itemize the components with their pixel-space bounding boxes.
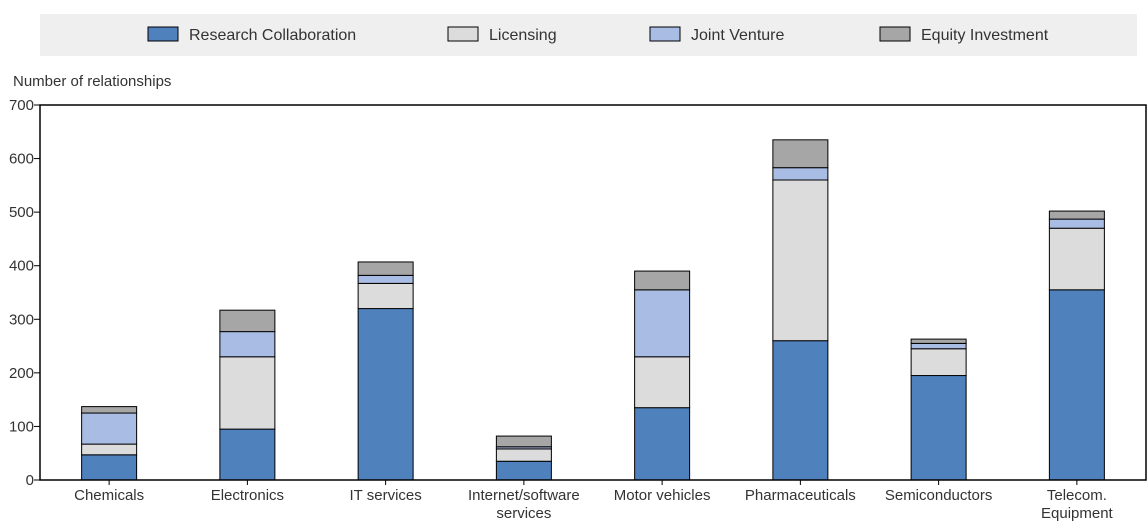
x-tick-label-chemicals: Chemicals <box>74 487 144 504</box>
bar-stack-pharmaceuticals <box>772 139 829 481</box>
bar-it-services-licensing <box>357 282 414 310</box>
legend-swatch-equity-investment <box>879 26 911 42</box>
bar-motor-vehicles-equity-investment <box>634 270 691 291</box>
bars <box>81 139 1105 481</box>
bar-semiconductors-research-collaboration <box>910 375 967 481</box>
bar-telecom-equipment-research-collaboration <box>1048 289 1105 481</box>
bar-it-services-research-collaboration <box>357 308 414 481</box>
bar-semiconductors-joint-venture <box>910 342 967 350</box>
bar-stack-semiconductors <box>910 338 967 481</box>
legend-swatch-research-collaboration <box>147 26 179 42</box>
bar-chemicals-equity-investment <box>81 406 138 414</box>
y-axis-title: Number of relationships <box>13 73 171 90</box>
bar-motor-vehicles-licensing <box>634 356 691 409</box>
x-tick-label-electronics: Electronics <box>211 487 284 504</box>
bar-electronics-equity-investment <box>219 309 276 333</box>
legend-item-equity-investment: Equity Investment <box>879 26 1049 44</box>
y-tick-label-300: 300 <box>9 311 34 328</box>
bar-telecom-equipment-licensing <box>1048 227 1105 291</box>
bar-chemicals-licensing <box>81 443 138 456</box>
bar-internet-software-services-licensing <box>495 448 552 462</box>
legend-item-joint-venture: Joint Venture <box>649 26 785 44</box>
bar-chemicals-joint-venture <box>81 412 138 445</box>
bar-semiconductors-licensing <box>910 348 967 377</box>
legend: Research Collaboration Licensing Joint Ven… <box>147 26 1049 44</box>
y-tick-label-500: 500 <box>9 204 34 221</box>
bar-pharmaceuticals-research-collaboration <box>772 340 829 481</box>
bar-stack-telecom-equipment <box>1048 210 1105 481</box>
bar-electronics-licensing <box>219 356 276 430</box>
x-tick-label-pharmaceuticals: Pharmaceuticals <box>745 487 856 504</box>
legend-label-joint-venture: Joint Venture <box>691 27 785 44</box>
y-tick-label-200: 200 <box>9 365 34 382</box>
bar-internet-software-services-research-collaboration <box>495 460 552 481</box>
bar-pharmaceuticals-equity-investment <box>772 139 829 169</box>
bar-electronics-research-collaboration <box>219 428 276 481</box>
legend-item-licensing: Licensing <box>447 26 557 44</box>
legend-label-research-collaboration: Research Collaboration <box>189 27 356 44</box>
bar-motor-vehicles-joint-venture <box>634 289 691 358</box>
x-tick-label-telecom-equipment: Telecom. Equipment <box>1041 487 1114 522</box>
bar-telecom-equipment-joint-venture <box>1048 218 1105 229</box>
bar-internet-software-services-equity-investment <box>495 435 552 448</box>
legend-label-equity-investment: Equity Investment <box>921 27 1049 44</box>
bar-stack-electronics <box>219 309 276 481</box>
plot-frame <box>39 104 1147 481</box>
legend-item-research-collaboration: Research Collaboration <box>147 26 356 44</box>
bar-stack-chemicals <box>81 406 138 481</box>
bar-stack-it-services <box>357 261 414 481</box>
y-tick-label-100: 100 <box>9 418 34 435</box>
y-tick-label-400: 400 <box>9 258 34 275</box>
legend-background <box>40 14 1137 56</box>
bar-semiconductors-equity-investment <box>910 338 967 344</box>
x-tick-label-internet-software-services: Internet/software services <box>468 487 580 522</box>
bar-stack-motor-vehicles <box>634 270 691 481</box>
y-tick-label-0: 0 <box>26 472 34 489</box>
legend-swatch-licensing <box>447 26 479 42</box>
bar-telecom-equipment-equity-investment <box>1048 210 1105 220</box>
x-tick-label-motor-vehicles: Motor vehicles <box>614 487 711 504</box>
y-tick-label-600: 600 <box>9 151 34 168</box>
legend-label-licensing: Licensing <box>489 27 557 44</box>
bar-pharmaceuticals-joint-venture <box>772 167 829 181</box>
bar-chemicals-research-collaboration <box>81 454 138 481</box>
bar-it-services-joint-venture <box>357 274 414 284</box>
bar-pharmaceuticals-licensing <box>772 179 829 342</box>
legend-swatch-joint-venture <box>649 26 681 42</box>
bar-electronics-joint-venture <box>219 331 276 358</box>
bar-stack-internet-software-services <box>495 435 552 481</box>
y-axis-ticks: 0 100 200 300 400 500 600 700 <box>9 97 40 489</box>
x-tick-label-it-services: IT services <box>350 487 422 504</box>
bar-motor-vehicles-research-collaboration <box>634 407 691 481</box>
bar-it-services-equity-investment <box>357 261 414 276</box>
x-axis-labels: Chemicals Electronics IT services Internet/… <box>74 480 1114 522</box>
x-tick-label-semiconductors: Semiconductors <box>885 487 993 504</box>
y-tick-label-700: 700 <box>9 97 34 114</box>
